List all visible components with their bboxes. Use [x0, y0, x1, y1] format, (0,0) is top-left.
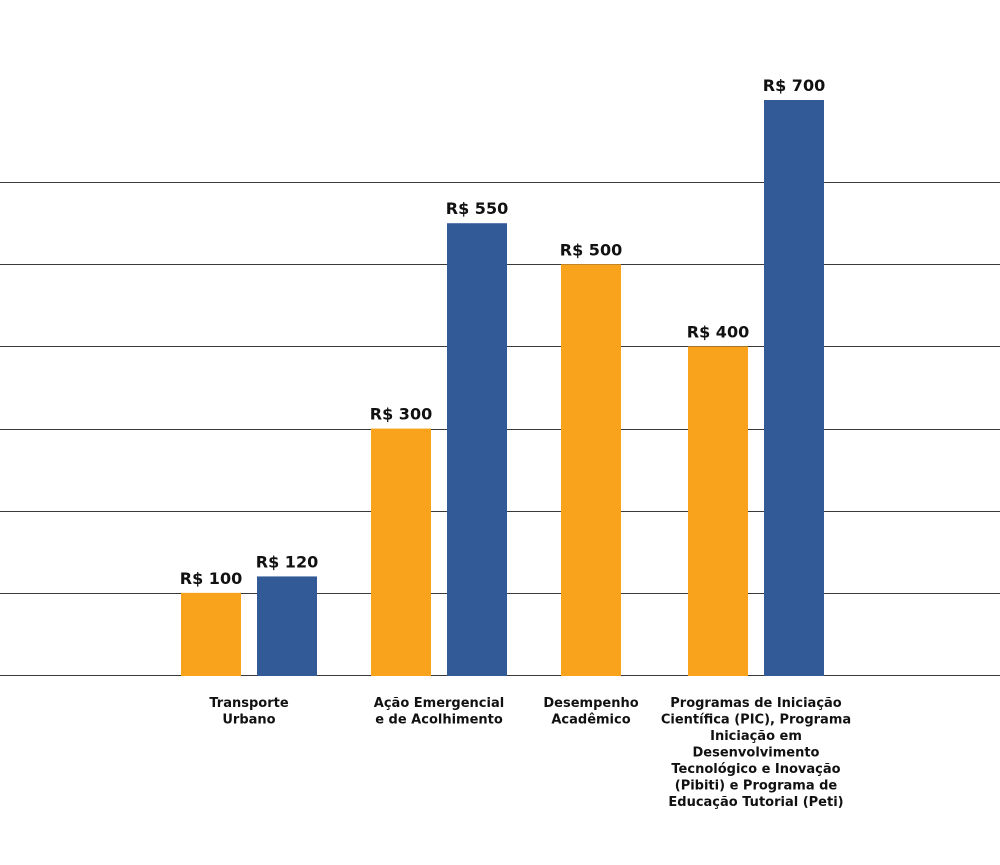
category-label-line: Científica (PIC), Programa	[661, 713, 851, 728]
category-label-line: Urbano	[222, 713, 275, 728]
bar-orange-4	[688, 346, 748, 676]
category-label: Programas de Iniciação Científica (PIC), …	[661, 696, 851, 810]
category-label-line: Desempenho	[543, 696, 638, 711]
bar-blue-4	[764, 100, 824, 676]
data-label: R$ 500	[560, 240, 622, 259]
data-label: R$ 400	[687, 322, 749, 341]
data-label: R$ 300	[370, 405, 432, 424]
data-label: R$ 120	[256, 552, 318, 571]
category-label-line: Ação Emergencial	[374, 696, 504, 711]
category-label-line: Acadêmico	[551, 713, 630, 728]
bar-orange-1	[181, 592, 241, 676]
bar-orange-3	[561, 264, 621, 676]
data-label: R$ 100	[180, 569, 242, 588]
category-label-line: Iniciação em	[710, 729, 802, 744]
category-label: Ação Emergencial e de Acolhimento	[374, 696, 504, 728]
data-label: R$ 700	[763, 76, 825, 95]
category-label: Transporte Urbano	[209, 696, 288, 728]
data-label: R$ 550	[446, 199, 508, 218]
category-labels: Transporte Urbano Ação Emergencial e de Aco…	[209, 696, 851, 810]
category-label: Desempenho Acadêmico	[543, 696, 638, 728]
category-label-line: Tecnológico e Inovação	[671, 762, 840, 777]
category-label-line: Desenvolvimento	[693, 746, 820, 761]
category-label-line: Programas de Iniciação	[670, 696, 842, 711]
category-label-line: e de Acolhimento	[375, 713, 503, 728]
bars	[181, 100, 824, 676]
category-label-line: Transporte	[209, 696, 288, 711]
data-labels: R$ 100 R$ 120 R$ 300 R$ 550 R$ 500 R$ 400 R$ 7…	[180, 76, 825, 588]
category-label-line: (Pibiti) e Programa de	[675, 779, 838, 794]
bar-blue-2	[447, 223, 507, 676]
bar-blue-1	[257, 576, 317, 676]
category-label-line: Educação Tutorial (Peti)	[668, 795, 843, 810]
bar-orange-2	[371, 428, 431, 676]
